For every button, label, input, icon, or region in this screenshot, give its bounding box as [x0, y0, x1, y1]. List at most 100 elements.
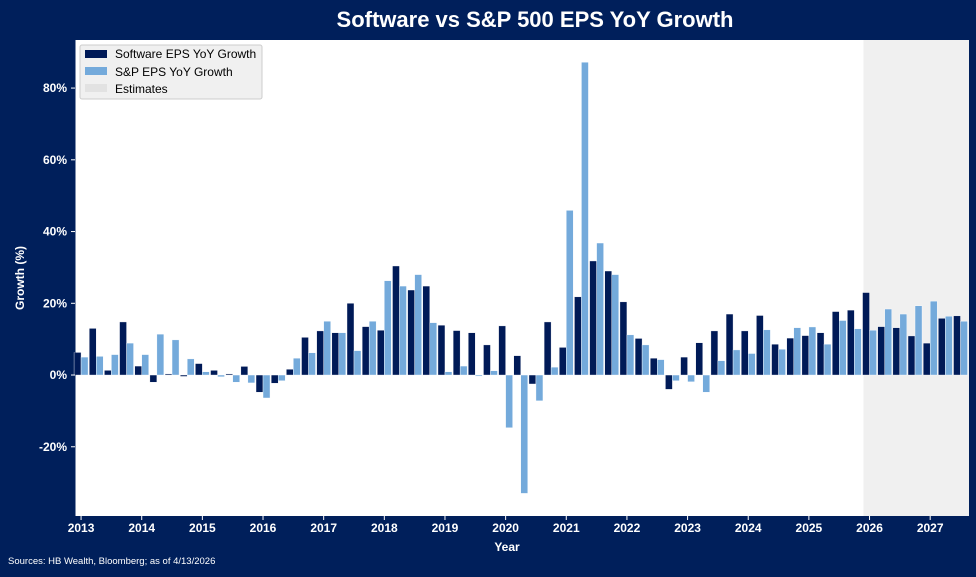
sp-bar-2014-Q3: [171, 339, 180, 376]
x-tick-label: 2022: [614, 521, 641, 535]
sp-bar-2016-Q3: [293, 357, 301, 376]
software-bar-2021-Q3: [589, 260, 597, 376]
y-tick-label: 60%: [43, 153, 67, 167]
software-bar-2018-Q4: [422, 285, 431, 376]
sp-bar-2027-Q2: [945, 316, 953, 376]
software-bar-2019-Q3: [468, 332, 476, 376]
software-bar-2024-Q2: [756, 315, 764, 376]
legend-swatch-software: [85, 50, 107, 58]
x-tick-label: 2026: [856, 521, 883, 535]
y-tick-label: -20%: [39, 440, 67, 454]
sp-bar-2013-Q2: [96, 356, 104, 376]
software-bar-2020-Q3: [528, 374, 537, 385]
sp-bar-2025-Q1: [808, 326, 817, 376]
sp-bar-2018-Q2: [399, 285, 407, 376]
y-tick-label: 40%: [43, 225, 67, 239]
software-bar-2020-Q4: [543, 321, 552, 376]
software-bar-2024-Q1: [741, 330, 749, 376]
x-tick-label: 2018: [371, 521, 398, 535]
source-note: Sources: HB Wealth, Bloomberg; as of 4/1…: [8, 556, 215, 567]
software-bar-2020-Q1: [498, 325, 506, 376]
legend-label-estimates: Estimates: [115, 82, 168, 96]
sp-bar-2014-Q2: [156, 333, 165, 376]
software-bar-2022-Q1: [619, 301, 628, 376]
sp-bar-2014-Q4: [187, 358, 195, 376]
y-tick-label: 0%: [50, 368, 68, 382]
software-bar-2018-Q1: [377, 329, 385, 376]
software-bar-2016-Q1: [255, 374, 264, 393]
legend-swatch-sp: [85, 67, 107, 75]
sp-bar-2026-Q4: [914, 305, 923, 376]
sp-bar-2015-Q4: [247, 374, 256, 384]
legend-swatch-estimates: [85, 84, 107, 92]
sp-bar-2015-Q2: [217, 374, 225, 378]
software-bar-2019-Q1: [437, 324, 446, 376]
software-bar-2017-Q1: [316, 330, 324, 376]
software-bar-2023-Q4: [725, 313, 734, 376]
x-tick-label: 2015: [189, 521, 216, 535]
x-tick-label: 2027: [917, 521, 944, 535]
sp-bar-2026-Q1: [869, 329, 877, 376]
software-bar-2025-Q2: [816, 332, 825, 376]
software-bar-2021-Q4: [604, 270, 612, 376]
x-tick-label: 2021: [553, 521, 580, 535]
software-bar-2023-Q3: [710, 330, 719, 376]
sp-bar-2017-Q1: [323, 321, 331, 376]
x-tick-label: 2014: [128, 521, 155, 535]
sp-bar-2019-Q1: [444, 371, 453, 376]
sp-bar-2018-Q4: [429, 322, 438, 376]
software-bar-2017-Q2: [331, 332, 340, 376]
sp-bar-2020-Q1: [505, 374, 513, 428]
sp-bar-2027-Q1: [929, 300, 938, 376]
sp-bar-2020-Q2: [520, 374, 528, 494]
sp-bar-2013-Q1: [80, 356, 89, 376]
software-bar-2026-Q3: [892, 327, 901, 376]
legend-box: [79, 44, 263, 100]
sp-bar-2022-Q4: [672, 374, 680, 381]
software-bar-2016-Q2: [270, 374, 279, 384]
x-tick-label: 2020: [492, 521, 519, 535]
y-tick-label: 80%: [43, 81, 67, 95]
software-bar-2022-Q3: [650, 357, 658, 376]
sp-bar-2015-Q3: [232, 374, 240, 383]
software-bar-2022-Q4: [665, 374, 673, 390]
software-bar-2024-Q3: [771, 343, 779, 376]
sp-bar-2023-Q3: [717, 360, 726, 376]
sp-bar-2023-Q4: [732, 349, 741, 376]
software-bar-2015-Q2: [210, 370, 218, 376]
software-bar-2025-Q1: [801, 335, 810, 376]
estimates-shading: [863, 40, 969, 516]
chart-title: Software vs S&P 500 EPS YoY Growth: [337, 7, 734, 32]
software-bar-2019-Q2: [452, 330, 461, 376]
software-bar-2026-Q2: [877, 326, 885, 376]
x-tick-label: 2024: [735, 521, 762, 535]
software-bar-2025-Q4: [847, 309, 855, 376]
sp-bar-2022-Q2: [641, 344, 650, 376]
sp-bar-2018-Q1: [384, 280, 392, 376]
software-bar-2014-Q3: [164, 373, 173, 376]
sp-bar-2020-Q3: [535, 374, 544, 402]
x-tick-label: 2016: [250, 521, 277, 535]
sp-bar-2015-Q1: [202, 371, 210, 376]
sp-bar-2020-Q4: [550, 366, 559, 376]
sp-bar-2023-Q1: [687, 374, 695, 383]
x-tick-label: 2025: [796, 521, 823, 535]
legend-label-sp: S&P EPS YoY Growth: [115, 65, 233, 79]
software-bar-2025-Q3: [832, 311, 840, 376]
sp-bar-2027-Q3: [960, 321, 968, 376]
software-bar-2023-Q2: [695, 342, 703, 376]
x-tick-label: 2019: [432, 521, 459, 535]
software-bar-2018-Q2: [392, 265, 400, 376]
sp-bar-2016-Q1: [262, 374, 271, 399]
sp-bar-2013-Q4: [126, 342, 134, 376]
software-bar-2018-Q3: [407, 289, 415, 376]
sp-bar-2025-Q2: [823, 343, 832, 376]
sp-bar-2026-Q2: [884, 308, 892, 376]
software-bar-2021-Q2: [574, 296, 582, 376]
sp-bar-2021-Q4: [611, 274, 619, 376]
software-bar-2014-Q1: [134, 365, 142, 376]
sp-bar-2016-Q2: [277, 374, 286, 381]
x-tick-label: 2017: [310, 521, 337, 535]
software-bar-2017-Q3: [346, 303, 355, 376]
